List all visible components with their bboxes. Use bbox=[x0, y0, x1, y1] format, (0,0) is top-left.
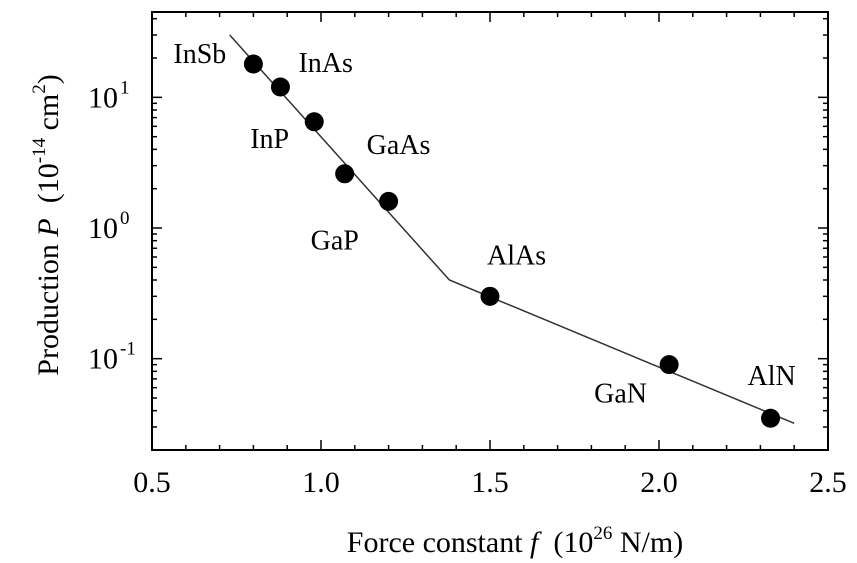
x-tick-label: 0.5 bbox=[133, 466, 171, 499]
data-point-aln bbox=[761, 408, 781, 428]
point-label-gap: GaP bbox=[311, 225, 359, 256]
point-label-inas: InAs bbox=[298, 48, 352, 79]
point-label-insb: InSb bbox=[173, 39, 226, 70]
point-label-gan: GaN bbox=[594, 379, 647, 410]
point-label-inp: InP bbox=[250, 124, 289, 155]
y-tick-exponent: -1 bbox=[120, 339, 136, 360]
plot-frame bbox=[151, 11, 829, 451]
x-tick-label: 1.5 bbox=[471, 466, 509, 499]
data-point-inas bbox=[270, 77, 290, 97]
data-points bbox=[243, 54, 781, 428]
y-tick-label: 10 bbox=[88, 81, 118, 114]
data-point-gaas bbox=[335, 164, 355, 184]
x-tick-label: 1.0 bbox=[302, 466, 340, 499]
y-tick-label: 10 bbox=[88, 343, 118, 376]
x-tick-label: 2.0 bbox=[640, 466, 678, 499]
data-point-gap bbox=[379, 191, 399, 211]
data-point-gan bbox=[659, 355, 679, 375]
y-tick-label: 10 bbox=[88, 212, 118, 245]
point-label-alas: AlAs bbox=[487, 240, 546, 271]
y-tick-exponent: 0 bbox=[120, 208, 130, 229]
data-point-alas bbox=[480, 286, 500, 306]
point-label-aln: AlN bbox=[748, 361, 796, 392]
x-axis-label: Force constant f (1026 N/m) bbox=[347, 523, 683, 559]
x-tick-label: 2.5 bbox=[809, 466, 847, 499]
data-point-inp bbox=[304, 112, 324, 132]
point-labels: InSb InAs InP GaAs GaP AlAs GaN AlN bbox=[173, 39, 795, 410]
plot-area-frame bbox=[151, 11, 829, 451]
fit-line-group bbox=[229, 34, 795, 424]
point-label-gaas: GaAs bbox=[367, 130, 431, 161]
y-axis-label: Production P (10-14 cm2) bbox=[29, 74, 65, 375]
data-point-insb bbox=[243, 54, 263, 74]
fit-line bbox=[229, 34, 795, 424]
y-tick-exponent: 1 bbox=[120, 77, 130, 98]
